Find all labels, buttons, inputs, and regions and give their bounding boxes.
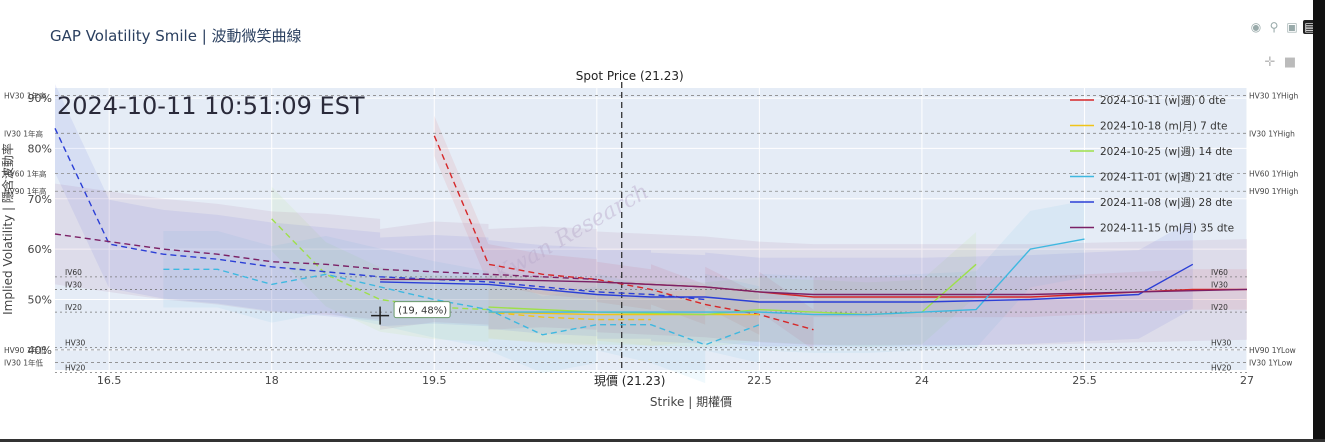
camera-icon[interactable]: ◉ [1250,20,1262,34]
y-tick-label: 70% [28,193,52,206]
timestamp: 2024-10-11 10:51:09 EST [57,92,365,120]
ref-line-label-right: HV60 1YHigh [1249,170,1299,179]
series-call-line [380,263,1194,303]
ref-line-label-left: HV90 1年高 [4,186,47,196]
hv-line-label-left: IV60 [65,268,82,277]
legend-entry: 2024-10-11 (w|週) 0 dte [1100,95,1226,107]
legend-entry: 2024-11-08 (w|週) 28 dte [1100,197,1232,209]
y-tick-label: 60% [28,243,52,256]
ref-line-label-right: IV30 1YLow [1249,358,1292,367]
spot-price-label: Spot Price (21.23) [576,69,684,83]
spot-axis-label: 現價 (21.23) [594,374,666,388]
ref-line-label-left: IV30 1年高 [4,128,44,138]
y-axis-title: Implied Volatility | 隱含波動率 [0,143,15,315]
window-edge [1313,0,1325,442]
reset-icon[interactable]: ■ [1283,55,1297,70]
modebar-secondary: ✛ ■ [1263,56,1297,70]
window-bottom-edge [0,439,1325,442]
series-put-line [163,268,760,346]
series-call-line [488,311,760,316]
crosshair-tooltip-label: (19, 48%) [398,306,447,317]
hv-line-label-right: HV30 [1211,338,1232,347]
ref-line-label-left: HV90 1年低 [4,345,47,355]
y-tick-label: 50% [28,294,52,307]
ref-line-label-right: HV30 1YHigh [1249,92,1299,101]
y-tick-label: 80% [28,142,52,155]
legend-entry: 2024-10-25 (w|週) 14 dte [1100,146,1232,158]
page-title: GAP Volatility Smile | 波動微笑曲線 [50,27,302,45]
series-put-line [271,218,489,311]
x-tick-label: 18 [265,374,279,387]
x-tick-label: 19.5 [422,374,447,387]
autoscale-icon[interactable]: ▣ [1286,20,1298,34]
hv-line-label-left: HV20 [65,364,86,373]
hv-line-label-left: IV30 [65,280,82,289]
pan-icon[interactable]: ✛ [1264,55,1276,70]
series-call-line [380,278,1248,296]
hv-line-label-right: IV30 [1211,280,1228,289]
hv-line-label-left: IV20 [65,303,82,312]
series-band [488,285,760,346]
ref-line-label-left: IV30 1年低 [4,357,44,367]
series-call-line [488,238,1085,316]
x-axis-title: Strike | 期權價 [650,395,732,409]
x-tick-label: 16.5 [97,374,122,387]
hv-line-label-right: IV20 [1211,303,1228,312]
zoom-icon[interactable]: ⚲ [1269,20,1279,34]
hv-line-label-right: IV60 [1211,268,1228,277]
ref-line-label-right: HV90 1YLow [1249,346,1296,355]
series-band [163,200,1085,384]
hv-line-label-left: HV30 [65,338,86,347]
y-tick-label: 90% [28,92,52,105]
series-band [55,183,1247,345]
x-tick-label: 24 [915,374,929,387]
hv-line-label-right: HV20 [1211,364,1232,373]
ref-line-label-left: HV60 1年高 [4,169,47,179]
x-tick-label: 27 [1240,374,1254,387]
legend-entry: 2024-11-01 (w|週) 21 dte [1100,172,1232,184]
crosshair-tooltip-box [393,301,451,319]
series-put-line [54,128,706,301]
x-tick-label: 25.5 [1072,374,1097,387]
legend-entry: 2024-10-18 (m|月) 7 dte [1100,121,1227,133]
plot-background [55,88,1247,370]
series-band [434,115,1248,350]
ref-line-label-right: IV30 1YHigh [1249,129,1295,138]
ref-line-label-left: HV30 1年高 [4,91,47,101]
y-tick-label: 40% [28,344,52,357]
x-tick-label: 22.5 [747,374,772,387]
legend-entry: 2024-11-15 (m|月) 35 dte [1100,223,1234,235]
ref-line-label-right: HV90 1YHigh [1249,187,1299,196]
series-put-line [54,233,597,281]
series-put-line [488,311,651,321]
